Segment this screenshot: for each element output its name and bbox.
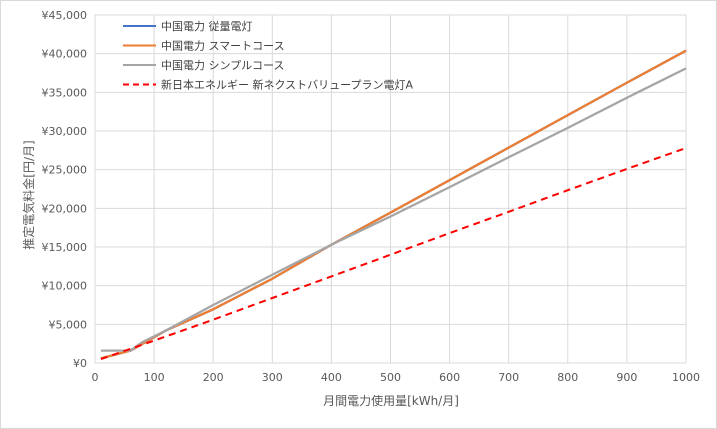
y-axis-title: 推定電気料金[円/月]: [21, 140, 36, 249]
x-tick-label: 0: [92, 371, 99, 384]
series-line-0: [100, 49, 687, 360]
y-tick-label: ¥10,000: [42, 280, 88, 293]
y-tick-label: ¥0: [73, 357, 87, 370]
series-lines: [100, 49, 687, 361]
y-tick-label: ¥25,000: [42, 164, 88, 177]
x-axis-title: 月間電力使用量[kWh/月]: [323, 393, 459, 408]
x-tick-label: 900: [616, 371, 637, 384]
y-tick-label: ¥45,000: [42, 9, 88, 22]
legend-label-3: 新日本エネルギー 新ネクストバリュープラン電灯A: [161, 78, 414, 92]
legend-label-2: 中国電力 シンプルコース: [161, 59, 284, 72]
series-line-1: [100, 49, 687, 360]
y-tick-label: ¥35,000: [42, 86, 88, 99]
x-tick-label: 400: [321, 371, 342, 384]
y-tick-label: ¥5,000: [49, 318, 88, 331]
x-axis-ticks: 0 100 200 300 400 500 600 700 800 900 1000: [92, 371, 701, 384]
y-tick-label: ¥20,000: [42, 202, 88, 215]
x-tick-label: 300: [262, 371, 283, 384]
x-tick-label: 600: [439, 371, 460, 384]
x-tick-label: 100: [144, 371, 165, 384]
y-axis-ticks: ¥0 ¥5,000 ¥10,000 ¥15,000 ¥20,000 ¥25,000 ¥30,…: [42, 9, 88, 370]
x-tick-label: 1000: [672, 371, 700, 384]
x-tick-label: 700: [498, 371, 519, 384]
grid: [94, 14, 687, 364]
y-tick-label: ¥15,000: [42, 241, 88, 254]
legend-label-1: 中国電力 スマートコース: [161, 40, 285, 53]
x-tick-label: 500: [380, 371, 401, 384]
x-tick-label: 800: [557, 371, 578, 384]
x-tick-label: 200: [203, 371, 224, 384]
series-line-3: [100, 147, 687, 361]
series-line-2: [100, 67, 687, 352]
legend-label-0: 中国電力 従量電灯: [161, 20, 253, 33]
y-tick-label: ¥30,000: [42, 125, 88, 138]
y-tick-label: ¥40,000: [42, 48, 88, 61]
